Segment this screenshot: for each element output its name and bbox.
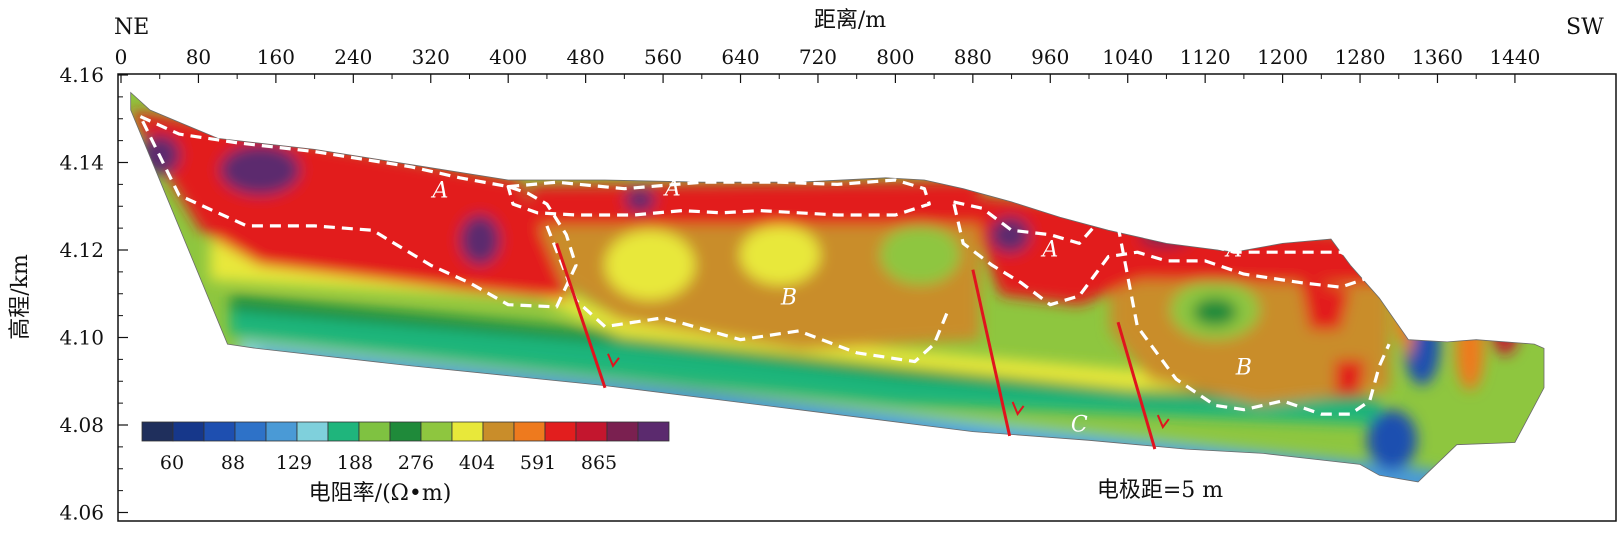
y-tick-label-0: 4.16 bbox=[59, 63, 104, 87]
x-tick-label-560: 560 bbox=[644, 45, 682, 69]
x-tick-label-1040: 1040 bbox=[1102, 45, 1153, 69]
colorbar-swatch-5 bbox=[265, 421, 298, 442]
fault-arrow-3 bbox=[1156, 414, 1170, 430]
y-tick-label-3: 4.10 bbox=[59, 326, 104, 350]
zone-labels: A A A A B B C bbox=[430, 176, 1251, 437]
x-tick-label-240: 240 bbox=[334, 45, 372, 69]
direction-label-sw: SW bbox=[1566, 15, 1604, 40]
plot-frame bbox=[117, 73, 1617, 522]
zone-boundary-3 bbox=[545, 225, 951, 364]
colorbar-tick-label-7: 591 bbox=[520, 452, 556, 474]
fault-line-3 bbox=[1116, 321, 1157, 450]
fault-arrow-2 bbox=[1011, 401, 1025, 416]
y-tick-label-5: 4.06 bbox=[59, 501, 104, 525]
colorbar-swatch-7 bbox=[327, 421, 360, 442]
x-tick-label-0: 0 bbox=[115, 45, 128, 69]
x-tick-label-720: 720 bbox=[799, 45, 837, 69]
x-tick-label-480: 480 bbox=[567, 45, 605, 69]
x-tick-label-1440: 1440 bbox=[1489, 45, 1540, 69]
zone-label-2: A bbox=[663, 176, 681, 201]
colorbar-tick-label-3: 129 bbox=[276, 452, 312, 474]
colorbar-swatch-1 bbox=[141, 421, 174, 442]
x-tick-label-880: 880 bbox=[954, 45, 992, 69]
colorbar-swatch-14 bbox=[544, 421, 577, 442]
colorbar-swatch-11 bbox=[451, 421, 484, 442]
zone-boundary-5 bbox=[1116, 225, 1391, 416]
colorbar-swatch-3 bbox=[203, 421, 236, 442]
colorbar-tick-label-6: 404 bbox=[459, 452, 495, 474]
zone-label-1: A bbox=[430, 179, 448, 204]
colorbar-tick-label-8: 865 bbox=[581, 452, 617, 474]
fault-line-1 bbox=[555, 242, 607, 389]
x-tick-label-640: 640 bbox=[721, 45, 759, 69]
x-tick-label-1360: 1360 bbox=[1412, 45, 1463, 69]
y-axis: 4.16 4.14 4.12 4.10 4.08 4.06 bbox=[59, 63, 128, 525]
y-tick-label-1: 4.14 bbox=[59, 151, 104, 175]
colorbar-tick-label-1: 60 bbox=[160, 452, 184, 474]
zone-label-5: B bbox=[780, 286, 797, 311]
y-tick-label-4: 4.08 bbox=[59, 413, 104, 437]
colorbar-swatch-4 bbox=[234, 421, 267, 442]
zone-label-7: C bbox=[1071, 413, 1088, 438]
x-tick-label-400: 400 bbox=[489, 45, 527, 69]
y-axis-title: 高程/km bbox=[8, 254, 33, 340]
x-tick-label-960: 960 bbox=[1031, 45, 1069, 69]
colorbar-swatch-12 bbox=[482, 421, 515, 442]
fault-arrow-1 bbox=[607, 353, 620, 368]
zone-label-3: A bbox=[1040, 238, 1058, 263]
direction-label-ne: NE bbox=[114, 15, 149, 40]
colorbar-swatch-16 bbox=[606, 421, 639, 442]
fault-line-2 bbox=[971, 269, 1012, 437]
colorbar-swatch-9 bbox=[389, 421, 422, 442]
x-tick-label-80: 80 bbox=[186, 45, 211, 69]
colorbar-tick-label-2: 88 bbox=[221, 452, 245, 474]
colorbar-swatch-10 bbox=[420, 421, 453, 442]
faults bbox=[555, 242, 1170, 450]
x-tick-label-160: 160 bbox=[257, 45, 295, 69]
x-tick-label-1200: 1200 bbox=[1257, 45, 1308, 69]
zone-boundary-2 bbox=[506, 178, 931, 217]
electrode-spacing-note: 电极距=5 m bbox=[1097, 478, 1223, 503]
zone-boundary-1 bbox=[138, 115, 578, 309]
x-tick-label-320: 320 bbox=[412, 45, 450, 69]
x-tick-label-800: 800 bbox=[876, 45, 914, 69]
zone-boundaries bbox=[138, 115, 1391, 416]
x-tick-label-1120: 1120 bbox=[1180, 45, 1231, 69]
x-tick-label-1280: 1280 bbox=[1335, 45, 1386, 69]
colorbar-tick-label-4: 188 bbox=[337, 452, 373, 474]
x-axis-title: 距离/m bbox=[814, 8, 886, 33]
colorbar-tick-label-5: 276 bbox=[398, 452, 434, 474]
colorbar-swatch-2 bbox=[172, 421, 205, 442]
colorbar-swatch-15 bbox=[575, 421, 608, 442]
colorbar-title: 电阻率/(Ω•m) bbox=[309, 481, 452, 506]
y-tick-label-2: 4.12 bbox=[59, 238, 104, 262]
zone-boundary-4 bbox=[951, 200, 1381, 307]
zone-label-4: A bbox=[1224, 238, 1242, 263]
colorbar-swatch-13 bbox=[513, 421, 546, 442]
colorbar-swatch-8 bbox=[358, 421, 391, 442]
x-axis: 0 80 160 240 320 400 480 560 640 720 800 880 960 1040… bbox=[115, 45, 1540, 83]
colorbar: 60 88 129 188 276 404 591 865 bbox=[141, 421, 670, 474]
zone-label-6: B bbox=[1235, 356, 1252, 381]
colorbar-swatch-17 bbox=[637, 421, 670, 442]
colorbar-swatch-6 bbox=[296, 421, 329, 442]
